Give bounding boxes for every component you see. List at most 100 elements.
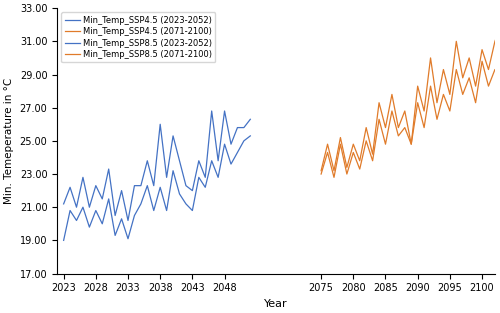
Min_Temp_SSP4.5 (2023-2052) [248,134,254,138]
Min_Temp_SSP4.5 (2023-2052) [74,218,80,222]
Min_Temp_SSP4.5 (2023-2052) [222,142,228,146]
Min_Temp_SSP4.5 (2071-2100) [382,142,388,146]
Min_Temp_SSP8.5 (2071-2100) [376,101,382,105]
Min_Temp_SSP4.5 (2023-2052) [215,176,221,179]
Min_Temp_SSP4.5 (2071-2100) [376,117,382,121]
Min_Temp_SSP8.5 (2071-2100) [492,39,498,43]
Min_Temp_SSP4.5 (2023-2052) [183,202,189,206]
Min_Temp_SSP8.5 (2071-2100) [382,126,388,130]
Min_Temp_SSP4.5 (2071-2100) [408,142,414,146]
Min_Temp_SSP8.5 (2071-2100) [486,68,492,71]
Min_Temp_SSP8.5 (2023-2052) [74,205,80,209]
Min_Temp_SSP4.5 (2071-2100) [402,126,408,130]
Min_Temp_SSP8.5 (2071-2100) [408,142,414,146]
Min_Temp_SSP4.5 (2071-2100) [460,93,466,96]
Min_Temp_SSP8.5 (2071-2100) [389,93,395,96]
Min_Temp_SSP4.5 (2023-2052) [67,209,73,213]
Min_Temp_SSP4.5 (2023-2052) [60,239,66,242]
Min_Temp_SSP4.5 (2071-2100) [396,134,402,138]
Min_Temp_SSP8.5 (2023-2052) [125,218,131,222]
Min_Temp_SSP8.5 (2023-2052) [164,176,170,179]
Min_Temp_SSP8.5 (2071-2100) [421,109,427,113]
Min_Temp_SSP4.5 (2071-2100) [363,139,369,143]
Min_Temp_SSP4.5 (2071-2100) [356,167,362,171]
Min_Temp_SSP8.5 (2071-2100) [454,39,460,43]
Min_Temp_SSP4.5 (2023-2052) [106,197,112,201]
Min_Temp_SSP4.5 (2023-2052) [164,209,170,213]
Min_Temp_SSP8.5 (2071-2100) [440,68,446,71]
Line: Min_Temp_SSP4.5 (2071-2100): Min_Temp_SSP4.5 (2071-2100) [321,61,500,177]
Min_Temp_SSP8.5 (2071-2100) [479,48,485,52]
Min_Temp_SSP8.5 (2023-2052) [118,189,124,192]
Min_Temp_SSP4.5 (2071-2100) [331,176,337,179]
Min_Temp_SSP8.5 (2023-2052) [151,184,157,187]
Line: Min_Temp_SSP8.5 (2071-2100): Min_Temp_SSP8.5 (2071-2100) [321,8,500,171]
Min_Temp_SSP4.5 (2023-2052) [125,237,131,241]
Min_Temp_SSP8.5 (2071-2100) [472,84,478,88]
Min_Temp_SSP4.5 (2071-2100) [447,109,453,113]
Min_Temp_SSP8.5 (2071-2100) [370,152,376,156]
Min_Temp_SSP8.5 (2071-2100) [428,56,434,60]
Min_Temp_SSP8.5 (2071-2100) [331,169,337,172]
Min_Temp_SSP8.5 (2023-2052) [144,159,150,163]
Min_Temp_SSP8.5 (2023-2052) [100,197,105,201]
Min_Temp_SSP8.5 (2023-2052) [234,126,240,130]
Min_Temp_SSP8.5 (2071-2100) [447,93,453,96]
Min_Temp_SSP4.5 (2071-2100) [486,84,492,88]
Min_Temp_SSP8.5 (2071-2100) [466,56,472,60]
Min_Temp_SSP8.5 (2023-2052) [93,184,99,187]
Min_Temp_SSP8.5 (2071-2100) [318,169,324,172]
Min_Temp_SSP4.5 (2023-2052) [234,151,240,154]
Min_Temp_SSP4.5 (2071-2100) [318,172,324,176]
Min_Temp_SSP4.5 (2071-2100) [479,59,485,63]
Min_Temp_SSP8.5 (2023-2052) [202,176,208,179]
Min_Temp_SSP8.5 (2071-2100) [402,109,408,113]
Min_Temp_SSP8.5 (2071-2100) [396,126,402,130]
Min_Temp_SSP4.5 (2023-2052) [112,233,118,237]
Min_Temp_SSP8.5 (2071-2100) [356,159,362,163]
Min_Temp_SSP8.5 (2023-2052) [215,159,221,163]
Min_Temp_SSP4.5 (2023-2052) [144,184,150,187]
Min_Temp_SSP4.5 (2071-2100) [498,84,500,88]
Min_Temp_SSP4.5 (2071-2100) [370,159,376,163]
Min_Temp_SSP4.5 (2071-2100) [492,68,498,71]
Min_Temp_SSP4.5 (2023-2052) [202,185,208,189]
Line: Min_Temp_SSP8.5 (2023-2052): Min_Temp_SSP8.5 (2023-2052) [64,111,250,220]
Min_Temp_SSP8.5 (2023-2052) [183,184,189,187]
Min_Temp_SSP8.5 (2023-2052) [190,189,196,192]
Min_Temp_SSP8.5 (2071-2100) [324,142,330,146]
Min_Temp_SSP8.5 (2023-2052) [138,184,144,187]
Min_Temp_SSP8.5 (2023-2052) [112,214,118,218]
Min_Temp_SSP4.5 (2071-2100) [350,151,356,154]
Min_Temp_SSP8.5 (2023-2052) [222,109,228,113]
Min_Temp_SSP8.5 (2071-2100) [363,126,369,130]
Min_Temp_SSP4.5 (2023-2052) [100,222,105,226]
Min_Temp_SSP4.5 (2023-2052) [228,162,234,166]
Min_Temp_SSP4.5 (2023-2052) [118,217,124,221]
Min_Temp_SSP4.5 (2023-2052) [190,209,196,213]
Min_Temp_SSP8.5 (2071-2100) [338,136,344,139]
Min_Temp_SSP4.5 (2071-2100) [344,172,350,176]
Min_Temp_SSP8.5 (2023-2052) [80,176,86,179]
Min_Temp_SSP8.5 (2023-2052) [67,185,73,189]
Legend: Min_Temp_SSP4.5 (2023-2052), Min_Temp_SSP4.5 (2071-2100), Min_Temp_SSP8.5 (2023-: Min_Temp_SSP4.5 (2023-2052), Min_Temp_SS… [62,12,216,63]
Min_Temp_SSP8.5 (2023-2052) [228,142,234,146]
Min_Temp_SSP8.5 (2023-2052) [241,126,247,130]
Min_Temp_SSP4.5 (2071-2100) [454,68,460,71]
Min_Temp_SSP8.5 (2023-2052) [86,205,92,209]
Min_Temp_SSP8.5 (2071-2100) [434,101,440,105]
Min_Temp_SSP4.5 (2023-2052) [86,225,92,229]
Min_Temp_SSP4.5 (2023-2052) [151,209,157,213]
Min_Temp_SSP4.5 (2023-2052) [176,192,182,196]
Min_Temp_SSP4.5 (2023-2052) [196,176,202,179]
Min_Temp_SSP4.5 (2023-2052) [132,214,138,218]
Min_Temp_SSP8.5 (2023-2052) [132,184,138,187]
Y-axis label: Min. Temeperature in °C: Min. Temeperature in °C [4,78,14,204]
Min_Temp_SSP4.5 (2023-2052) [80,205,86,209]
Min_Temp_SSP4.5 (2071-2100) [428,84,434,88]
Min_Temp_SSP4.5 (2023-2052) [157,185,163,189]
Min_Temp_SSP8.5 (2023-2052) [157,122,163,126]
Min_Temp_SSP4.5 (2023-2052) [93,209,99,213]
Min_Temp_SSP4.5 (2071-2100) [472,101,478,105]
Min_Temp_SSP4.5 (2071-2100) [421,126,427,130]
